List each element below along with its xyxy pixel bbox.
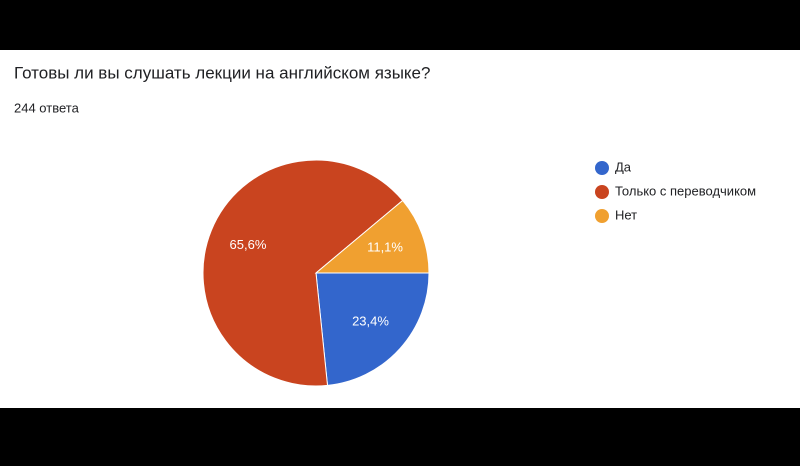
- legend-swatch: [595, 185, 609, 199]
- legend-swatch: [595, 161, 609, 175]
- pie-slice: [202, 159, 404, 387]
- legend-swatch: [595, 209, 609, 223]
- chart-subtitle: 244 ответа: [14, 100, 80, 115]
- pie-slice: [314, 199, 430, 274]
- chart-title: Готовы ли вы слушать лекции на английско…: [14, 63, 430, 82]
- pie-slice: [315, 272, 430, 386]
- legend-label: Нет: [615, 207, 637, 222]
- slice-label: 11,1%: [367, 239, 403, 254]
- slice-label: 23,4%: [352, 314, 389, 329]
- slice-label: 65,6%: [230, 237, 267, 252]
- legend-label: Да: [615, 159, 632, 174]
- legend-label: Только с переводчиком: [615, 183, 756, 198]
